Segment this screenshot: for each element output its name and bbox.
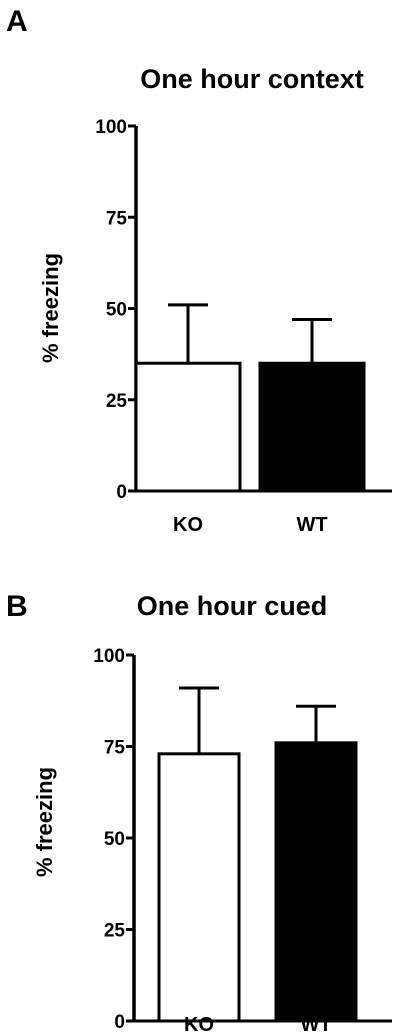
panel-a-y-tick-label: 75 [106,208,128,229]
panel-a-title: One hour context [140,64,364,94]
panel-b-bar-wt [274,741,358,1023]
panel-b-letter: B [6,590,28,623]
panel-a-bar-wt [258,361,366,493]
panel-a-category-label: KO [173,514,203,536]
panel-b-plot: 0 25 50 75 100 KO WT [93,646,392,1033]
panel-a-category-label: WT [296,514,327,536]
panel-b-category-label: KO [184,1014,214,1033]
panel-b-y-axis-label: % freezing [32,767,57,877]
panel-b-category-label: WT [300,1014,331,1033]
panel-a-y-tick-label: 25 [106,391,128,412]
panel-a-y-axis-label: % freezing [38,253,63,363]
panel-b-y-tick-label: 75 [104,738,126,759]
panel-b-y-tick-label: 100 [93,646,125,667]
panel-b-y-tick-label: 50 [104,829,125,850]
panel-a-letter: A [6,5,28,38]
panel-a-y-tick-label: 50 [106,300,127,321]
panel-a-bar-ko [134,361,242,493]
panel-b-y-tick-label: 25 [104,921,126,942]
panel-a-plot: 0 25 50 75 100 KO WT [95,117,392,536]
panel-b-bar-ko [157,752,241,1023]
panel-b-y-tick-label: 0 [114,1012,125,1033]
panel-a-y-tick-label: 100 [95,117,127,138]
panel-a-y-tick-label: 0 [116,482,127,503]
panel-b-title: One hour cued [137,591,328,621]
